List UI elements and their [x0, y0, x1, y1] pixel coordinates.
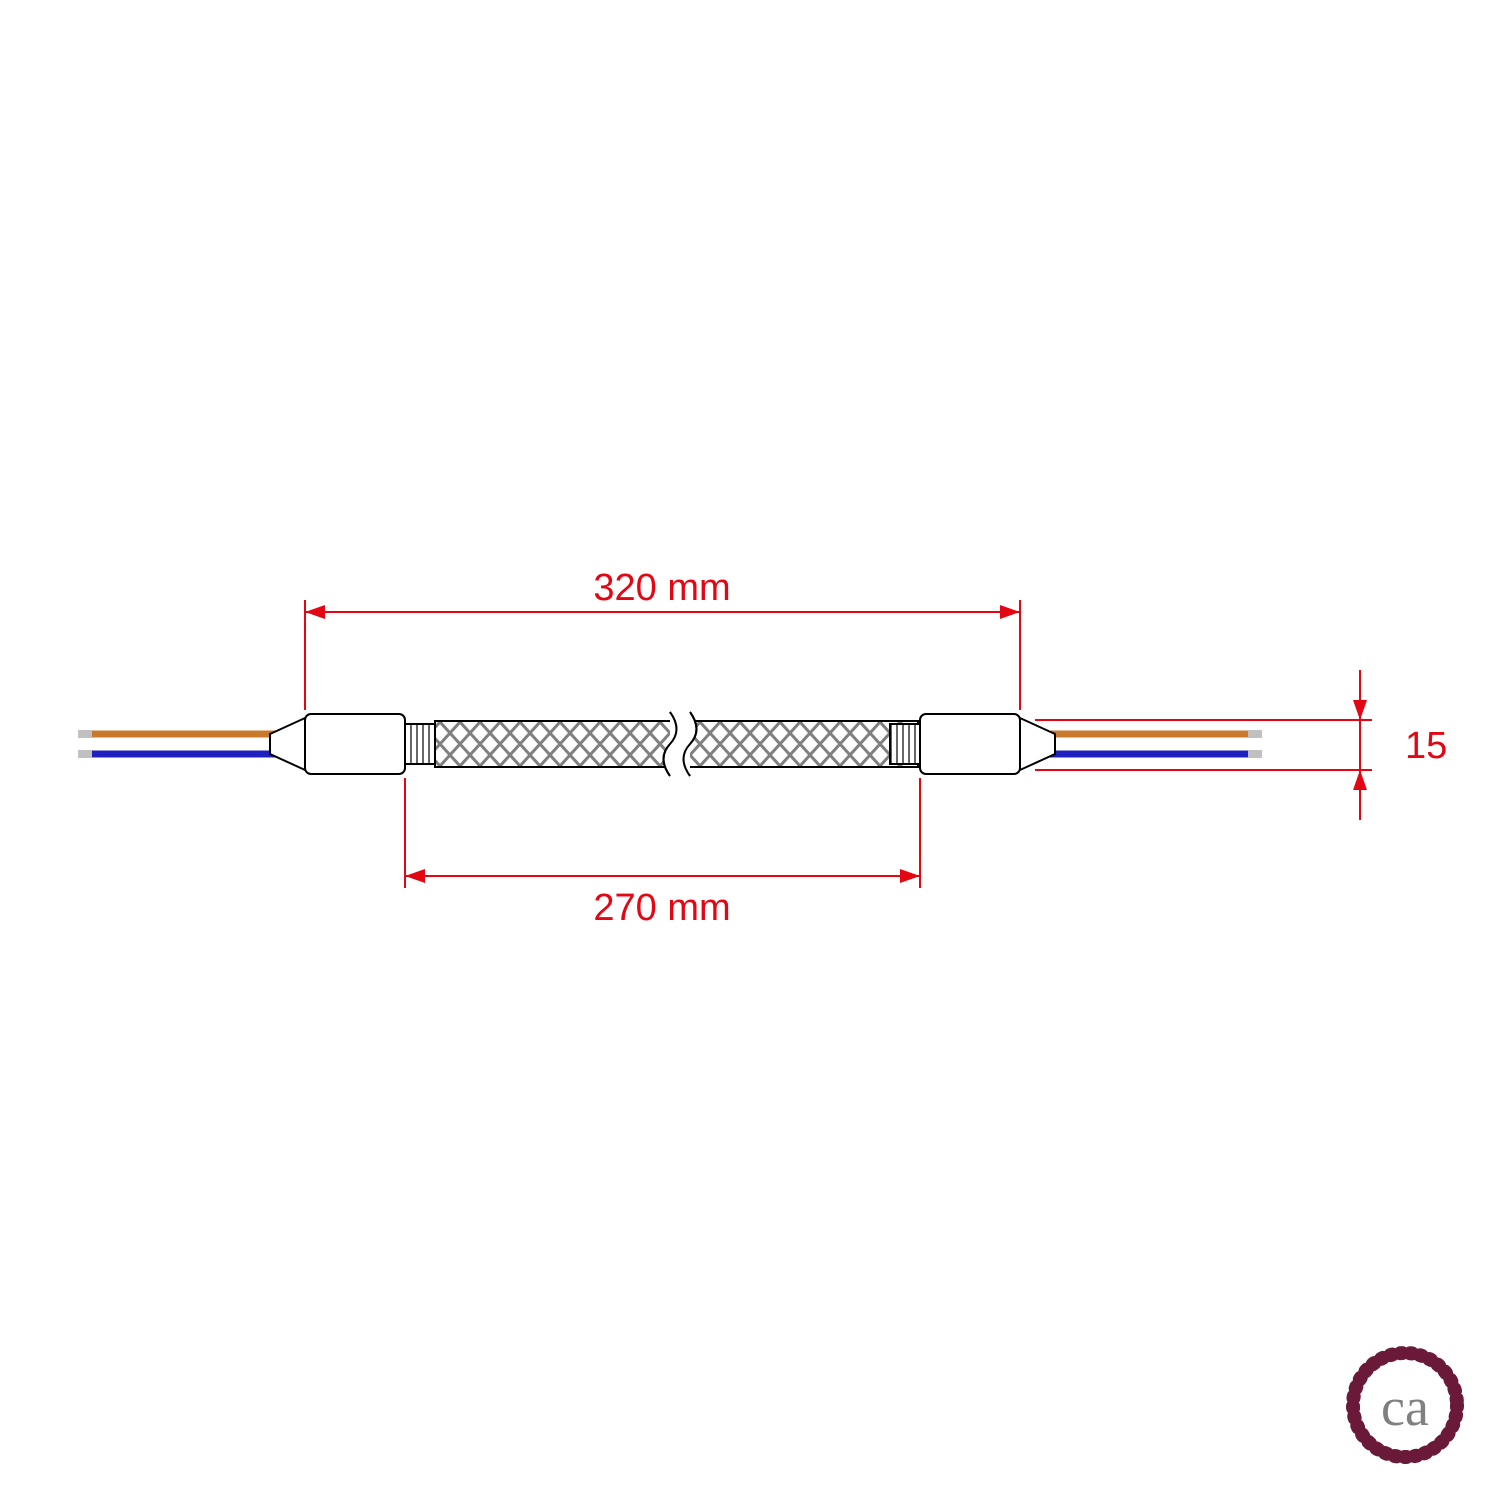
wires-left	[78, 730, 300, 758]
wires-right	[1030, 730, 1262, 758]
dimension-bottom: 270 mm	[405, 778, 920, 929]
dimension-right-label: 15	[1405, 725, 1447, 767]
fitting-left	[270, 714, 435, 774]
brand-logo: ca	[1340, 1340, 1470, 1470]
dimension-top: 320 mm	[305, 567, 1020, 710]
wire-tip	[78, 730, 92, 738]
fitting-right	[890, 714, 1055, 774]
wire-tip	[78, 750, 92, 758]
dimension-right: 15	[1035, 670, 1447, 820]
dimension-bottom-label: 270 mm	[593, 887, 730, 929]
technical-drawing: 320 mm 270 mm 15	[0, 0, 1500, 1500]
wire-tip	[1248, 730, 1262, 738]
wire-tip	[1248, 750, 1262, 758]
dimension-top-label: 320 mm	[593, 567, 730, 609]
logo-text: ca	[1381, 1377, 1429, 1437]
